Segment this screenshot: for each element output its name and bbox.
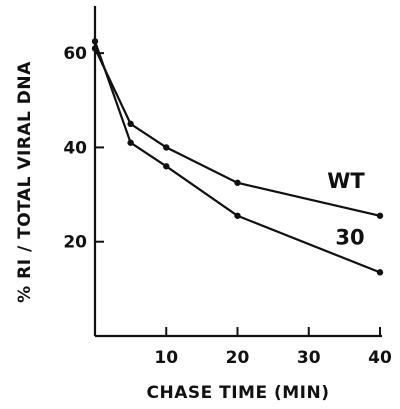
data-point-30-20 — [234, 212, 241, 219]
data-point-wt-20 — [234, 179, 241, 186]
series-label-wt: WT — [327, 169, 365, 193]
y-tick-label-20: 20 — [63, 233, 87, 253]
y-tick-label-60: 60 — [63, 44, 87, 64]
data-point-30-10 — [163, 163, 170, 170]
data-point-wt-40 — [376, 212, 384, 219]
labels: CHASE TIME (MIN) % RI / TOTAL VIRAL DNA — [15, 61, 329, 403]
x-tick-label-40: 40 — [368, 348, 392, 368]
data-point-30-40 — [376, 269, 384, 276]
x-axis-title: CHASE TIME (MIN) — [146, 383, 329, 403]
x-tick-label-30: 30 — [297, 348, 321, 368]
x-tick-label-20: 20 — [226, 348, 250, 368]
ticks: 20 40 60 10 20 30 40 — [63, 44, 392, 368]
data-point-30-0 — [91, 38, 99, 45]
series-group: WT 30 — [91, 38, 384, 276]
series-label-30: 30 — [335, 225, 364, 249]
y-tick-label-40: 40 — [63, 138, 87, 158]
y-axis-title: % RI / TOTAL VIRAL DNA — [15, 61, 35, 303]
data-point-30-5 — [127, 139, 134, 146]
data-point-wt-5 — [127, 120, 134, 128]
data-point-wt-10 — [163, 144, 170, 151]
x-tick-label-10: 10 — [154, 348, 178, 368]
